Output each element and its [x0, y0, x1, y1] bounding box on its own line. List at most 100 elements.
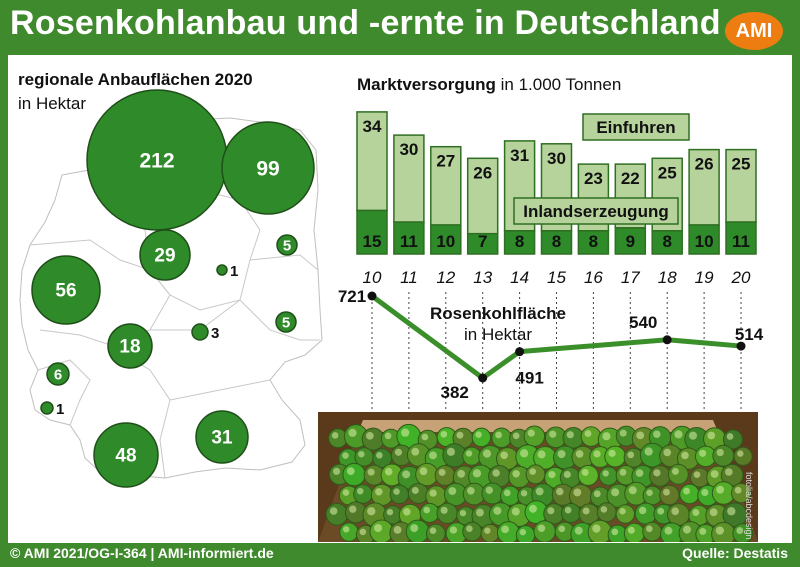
sprout-highlight: [329, 507, 338, 515]
sprout: [649, 465, 671, 487]
map-bubble-label: 29: [154, 246, 175, 267]
bar-domestic: [688, 224, 720, 255]
sprout-highlight: [716, 485, 725, 494]
sprout: [436, 502, 458, 525]
sprout-highlight: [349, 505, 357, 513]
sprout-highlight: [384, 432, 392, 440]
sprout-highlight: [593, 490, 601, 498]
sprout-highlight: [419, 467, 428, 476]
sprout-highlight: [384, 467, 393, 476]
map-bubble-label: 6: [54, 366, 62, 383]
area-line-unit: in Hektar: [464, 325, 532, 344]
sprout-highlight: [671, 507, 680, 516]
sprout-highlight: [376, 452, 383, 459]
sprout: [667, 463, 689, 485]
page-title: Rosenkohlanbau und -ernte in Deutschland: [10, 4, 721, 42]
sprout-highlight: [421, 433, 429, 441]
sprout: [642, 521, 663, 542]
map-bubble-label: 3: [211, 325, 219, 342]
sprout: [500, 485, 521, 506]
bar-domestic: [577, 230, 610, 255]
sprout: [361, 427, 385, 451]
area-line: [370, 293, 742, 381]
sprout-highlight: [359, 528, 367, 536]
map-bubble-label: 48: [115, 446, 136, 467]
sprout-highlight: [356, 487, 364, 495]
sprout-highlight: [467, 486, 475, 495]
sprout: [562, 426, 585, 449]
sprout-highlight: [401, 428, 410, 437]
sprout-highlight: [573, 488, 582, 497]
sprout-highlight: [674, 430, 683, 439]
sprout-highlight: [527, 429, 535, 437]
supply-bars: 34 15 30 11 27 10 26 7 31 8 30 8 23 8 22 9 25 8 26 10 25 11: [356, 111, 757, 255]
map-bubble: [93, 422, 159, 488]
year-label: 17: [621, 268, 640, 287]
sprout-highlight: [374, 523, 383, 533]
bar-domestic: [356, 209, 388, 255]
sprout-highlight: [638, 506, 647, 515]
bar-domestic-label: 15: [363, 232, 382, 251]
sprout-highlight: [726, 433, 734, 440]
sprout-highlight: [592, 524, 601, 533]
sprout-highlight: [342, 526, 350, 533]
sprout-highlight: [619, 468, 627, 476]
map-bubble: [221, 121, 315, 215]
sprout-highlight: [475, 431, 482, 438]
bar-imports: [688, 148, 720, 226]
sprout-highlight: [475, 508, 484, 517]
sprout-highlight: [348, 428, 357, 437]
sprout-highlight: [482, 449, 492, 458]
year-label: 18: [658, 268, 677, 287]
sprout-highlight: [581, 468, 589, 476]
sprout-highlight: [671, 467, 679, 475]
sprout-highlight: [619, 508, 626, 515]
sprout-highlight: [608, 449, 616, 457]
sprout-highlight: [448, 487, 457, 495]
sprout: [325, 502, 349, 526]
sprout-highlight: [331, 432, 339, 439]
sprout: [480, 523, 500, 542]
legend-imports: Einfuhren: [582, 113, 690, 141]
sprout-highlight: [332, 467, 341, 475]
sprout-highlight: [459, 509, 467, 517]
sprout: [481, 482, 504, 505]
bar-domestic-label: 8: [515, 232, 524, 251]
sprout-highlight: [692, 508, 700, 516]
area-line-chart: 721 382 491 540 514: [338, 287, 764, 402]
bar-imports: [356, 111, 388, 212]
sprout-highlight: [657, 507, 665, 515]
sprout-highlight: [611, 488, 620, 497]
sprout-highlight: [465, 450, 473, 457]
sprout-highlight: [519, 449, 529, 458]
sprout: [533, 520, 556, 542]
sprout-highlight: [611, 528, 619, 536]
line-point-label: 540: [629, 313, 657, 332]
bar-domestic: [503, 230, 536, 255]
bar-imports-label: 31: [510, 146, 529, 165]
sprout-highlight: [635, 469, 644, 477]
sprout-highlight: [600, 506, 608, 513]
supply-unit: in 1.000 Tonnen: [500, 75, 622, 94]
sprout-highlight: [628, 486, 637, 495]
line-point-label: 491: [515, 369, 543, 388]
photo-credit: fotolia/abcdesign: [744, 472, 754, 540]
sprout-highlight: [529, 468, 537, 475]
sprout-highlight: [366, 431, 374, 440]
bar-imports-label: 25: [732, 155, 751, 174]
sprout-highlight: [693, 471, 701, 478]
sprout-highlight: [549, 430, 557, 438]
sprout-highlight: [566, 431, 574, 439]
sprout-highlight: [449, 526, 458, 534]
year-label: 20: [731, 268, 751, 287]
bar-imports: [725, 148, 757, 223]
brussels-sprouts-photo: fotolia/abcdesign: [318, 412, 758, 542]
line-point: [662, 335, 672, 345]
sprout-highlight: [547, 507, 555, 515]
sprout-highlight: [557, 450, 566, 459]
sprout-highlight: [446, 447, 456, 456]
sprout: [389, 484, 410, 505]
sprout: [342, 462, 366, 487]
bar-domestic: [466, 232, 499, 255]
sprout: [425, 523, 446, 542]
